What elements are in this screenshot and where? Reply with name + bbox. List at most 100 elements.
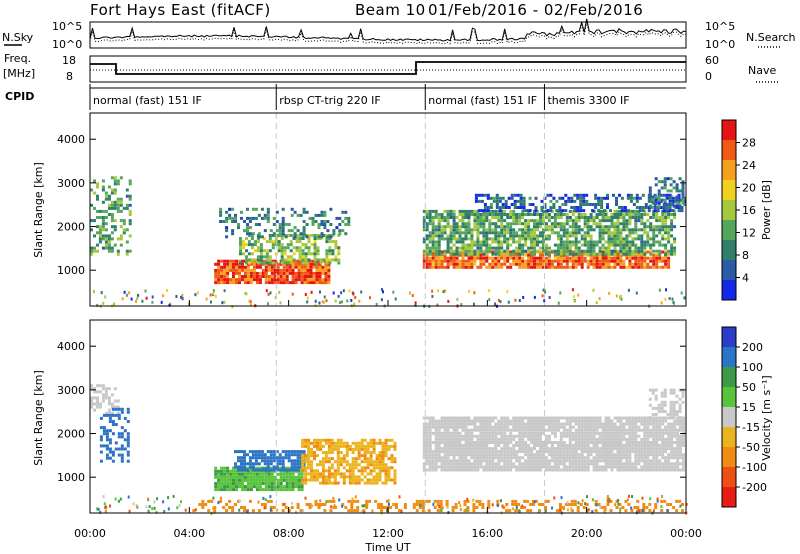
echo-cell <box>533 259 536 263</box>
echo-cell <box>290 462 294 466</box>
echo-cell <box>105 435 109 439</box>
echo-cell <box>655 256 659 260</box>
echo-cell <box>509 262 513 266</box>
echo-cell <box>613 252 617 256</box>
echo-cell <box>598 465 602 469</box>
echo-cell <box>558 196 562 200</box>
echo-cell <box>607 231 611 235</box>
echo-cell <box>378 451 382 454</box>
echo-cell <box>278 232 282 236</box>
echo-cell <box>497 249 501 253</box>
echo-cell <box>126 444 130 448</box>
echo-cell <box>679 450 682 454</box>
echo-cell <box>521 234 525 238</box>
echo-cell <box>595 259 599 263</box>
echo-cell <box>366 441 370 445</box>
echo-cell <box>640 419 644 423</box>
echo-cell <box>661 228 665 232</box>
echo-cell <box>500 246 504 250</box>
echo-cell <box>449 416 453 420</box>
echo-cell <box>565 234 569 238</box>
echo-cell <box>281 459 285 463</box>
echo-cell <box>428 237 432 241</box>
echo-cell <box>601 231 605 235</box>
echo-cell <box>351 478 355 482</box>
echo-cell <box>661 468 665 472</box>
echo-cell <box>267 281 271 285</box>
echo-cell <box>90 228 93 232</box>
echo-cell <box>321 268 325 272</box>
echo-cell <box>661 216 665 219</box>
echo-cell <box>244 488 247 492</box>
echo-cell <box>503 219 507 223</box>
echo-cell <box>246 488 250 492</box>
echo-cell <box>120 459 124 463</box>
echo-cell <box>348 481 352 485</box>
echo-cell <box>604 249 608 253</box>
echo-cell <box>500 428 504 432</box>
echo-cell <box>549 206 553 209</box>
echo-cell <box>93 234 96 238</box>
echo-cell <box>476 428 480 432</box>
echo-cell <box>626 209 630 213</box>
echo-cell <box>276 472 280 476</box>
echo-cell <box>682 459 685 463</box>
echo-cell <box>113 179 117 183</box>
echo-cell <box>248 299 251 303</box>
echo-cell <box>616 456 620 460</box>
echo-cell <box>559 249 563 253</box>
echo-cell <box>583 465 587 469</box>
cpid-mode-label: normal (fast) 151 IF <box>93 94 202 107</box>
echo-cell <box>664 222 668 226</box>
echo-cell <box>651 406 655 410</box>
echo-cell <box>473 425 477 429</box>
echo-cell <box>240 450 243 454</box>
echo-cell <box>351 460 355 464</box>
echo-cell <box>678 189 682 193</box>
echo-cell <box>571 434 575 438</box>
echo-cell <box>655 422 659 426</box>
echo-cell <box>583 240 587 244</box>
echo-cell <box>661 256 665 260</box>
echo-cell <box>96 216 99 219</box>
echo-cell <box>559 416 563 420</box>
echo-cell <box>559 462 563 466</box>
echo-cell <box>455 437 459 441</box>
echo-cell <box>449 262 453 266</box>
echo-cell <box>512 444 516 447</box>
echo-cell <box>601 450 605 454</box>
echo-cell <box>536 468 539 472</box>
echo-cell <box>643 246 647 250</box>
echo-cell <box>509 234 513 238</box>
echo-cell <box>232 271 235 275</box>
echo-cell <box>631 228 635 232</box>
echo-cell <box>583 444 587 447</box>
echo-cell <box>357 475 361 479</box>
echo-cell <box>277 246 281 250</box>
echo-cell <box>658 419 662 423</box>
echo-cell <box>375 475 379 479</box>
echo-cell <box>479 253 483 257</box>
echo-cell <box>260 450 264 454</box>
echo-cell <box>524 416 528 420</box>
echo-cell <box>342 472 346 476</box>
echo-cell <box>522 206 526 209</box>
echo-cell <box>488 213 492 216</box>
echo-cell <box>565 434 569 438</box>
echo-cell <box>321 444 325 448</box>
echo-cell <box>643 453 647 457</box>
echo-cell <box>310 243 314 247</box>
echo-cell <box>543 299 546 303</box>
echo-cell <box>622 425 626 429</box>
echo-cell <box>506 225 510 229</box>
echo-cell <box>553 422 557 426</box>
echo-cell <box>604 437 608 441</box>
echo-cell <box>625 456 629 460</box>
echo-cell <box>470 428 474 432</box>
echo-cell <box>543 206 547 209</box>
echo-cell <box>325 258 329 262</box>
echo-cell <box>266 213 270 217</box>
echo-cell <box>619 234 623 238</box>
echo-cell <box>544 459 548 463</box>
echo-cell <box>595 465 599 469</box>
